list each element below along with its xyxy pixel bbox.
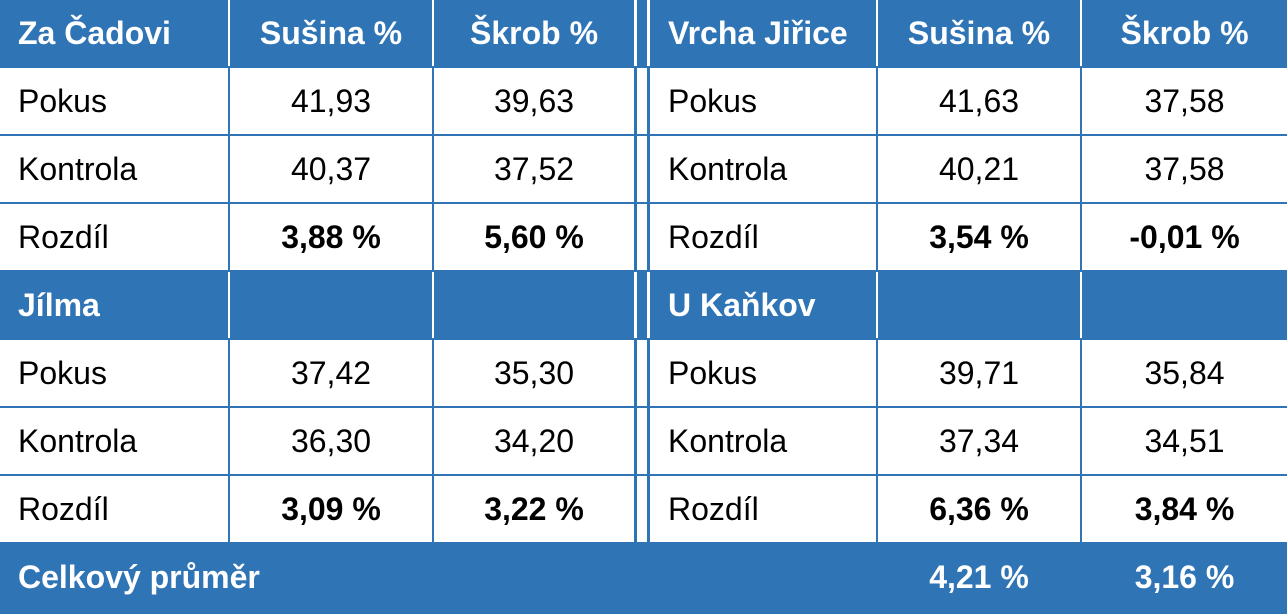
- header-cell: [1082, 272, 1287, 338]
- table-cell: Pokus: [650, 340, 876, 406]
- table-cell: Pokus: [0, 340, 228, 406]
- header-cell: Za Čadovi: [0, 0, 228, 66]
- table-cell: 39,71: [878, 340, 1080, 406]
- separator: [637, 204, 647, 270]
- table-cell: 41,63: [878, 68, 1080, 134]
- header-cell: [878, 272, 1080, 338]
- table-cell: 37,42: [230, 340, 432, 406]
- table-cell: Rozdíl: [650, 204, 876, 270]
- table-cell: 36,30: [230, 408, 432, 474]
- table-cell: Kontrola: [0, 408, 228, 474]
- separator: [637, 340, 647, 406]
- table-cell: Rozdíl: [0, 204, 228, 270]
- table-cell: 40,37: [230, 136, 432, 202]
- table-cell: 41,93: [230, 68, 432, 134]
- header-cell: Škrob %: [434, 0, 634, 66]
- table-cell: -0,01 %: [1082, 204, 1287, 270]
- table-cell: 5,60 %: [434, 204, 634, 270]
- table-cell: 40,21: [878, 136, 1080, 202]
- header-cell: Škrob %: [1082, 0, 1287, 66]
- table-cell: 35,30: [434, 340, 634, 406]
- separator: [637, 272, 647, 338]
- table-row: Rozdíl 3,88 % 5,60 % Rozdíl 3,54 % -0,01 %: [0, 204, 1287, 270]
- table-cell: 37,52: [434, 136, 634, 202]
- header-cell: [434, 272, 634, 338]
- table-cell: 3,88 %: [230, 204, 432, 270]
- table-row: Za Čadovi Sušina % Škrob % Vrcha Jiřice Suši…: [0, 0, 1287, 66]
- table-row: Rozdíl 3,09 % 3,22 % Rozdíl 6,36 % 3,84 %: [0, 476, 1287, 542]
- table-cell: Kontrola: [0, 136, 228, 202]
- table-cell: 3,54 %: [878, 204, 1080, 270]
- separator: [637, 136, 647, 202]
- footer-label: Celkový průměr: [18, 558, 260, 595]
- header-cell: [230, 272, 432, 338]
- header-cell: Sušina %: [230, 0, 432, 66]
- separator: [637, 0, 647, 66]
- table-cell: Kontrola: [650, 408, 876, 474]
- table-cell: 6,36 %: [878, 476, 1080, 542]
- table-cell: Pokus: [0, 68, 228, 134]
- table-row: Jílma U Kaňkov: [0, 272, 1287, 338]
- footer-row: Celkový průměr 4,21 % 3,16 %: [0, 544, 1287, 610]
- table-row: Kontrola 36,30 34,20 Kontrola 37,34 34,51: [0, 408, 1287, 474]
- table-row: Kontrola 40,37 37,52 Kontrola 40,21 37,58: [0, 136, 1287, 202]
- table-cell: Rozdíl: [650, 476, 876, 542]
- table-cell: 3,84 %: [1082, 476, 1287, 542]
- header-cell: Vrcha Jiřice: [650, 0, 876, 66]
- table-cell: 39,63: [434, 68, 634, 134]
- separator: [637, 408, 647, 474]
- table-cell: Pokus: [650, 68, 876, 134]
- table-cell: 34,20: [434, 408, 634, 474]
- separator: [637, 476, 647, 542]
- separator: [637, 68, 647, 134]
- table-cell: Rozdíl: [0, 476, 228, 542]
- table-cell: 3,09 %: [230, 476, 432, 542]
- header-cell: Sušina %: [878, 0, 1080, 66]
- table-cell: Kontrola: [650, 136, 876, 202]
- table-cell: 35,84: [1082, 340, 1287, 406]
- footer-value: 3,16 %: [1134, 558, 1235, 595]
- table-row: Pokus 41,93 39,63 Pokus 41,63 37,58: [0, 68, 1287, 134]
- table-cell: 3,22 %: [434, 476, 634, 542]
- table-cell: 37,58: [1082, 136, 1287, 202]
- footer-value: 4,21 %: [929, 558, 1029, 595]
- header-cell: U Kaňkov: [650, 272, 876, 338]
- table-row: Pokus 37,42 35,30 Pokus 39,71 35,84: [0, 340, 1287, 406]
- header-cell: Jílma: [0, 272, 228, 338]
- table-cell: 37,58: [1082, 68, 1287, 134]
- table-cell: 37,34: [878, 408, 1080, 474]
- table-cell: 34,51: [1082, 408, 1287, 474]
